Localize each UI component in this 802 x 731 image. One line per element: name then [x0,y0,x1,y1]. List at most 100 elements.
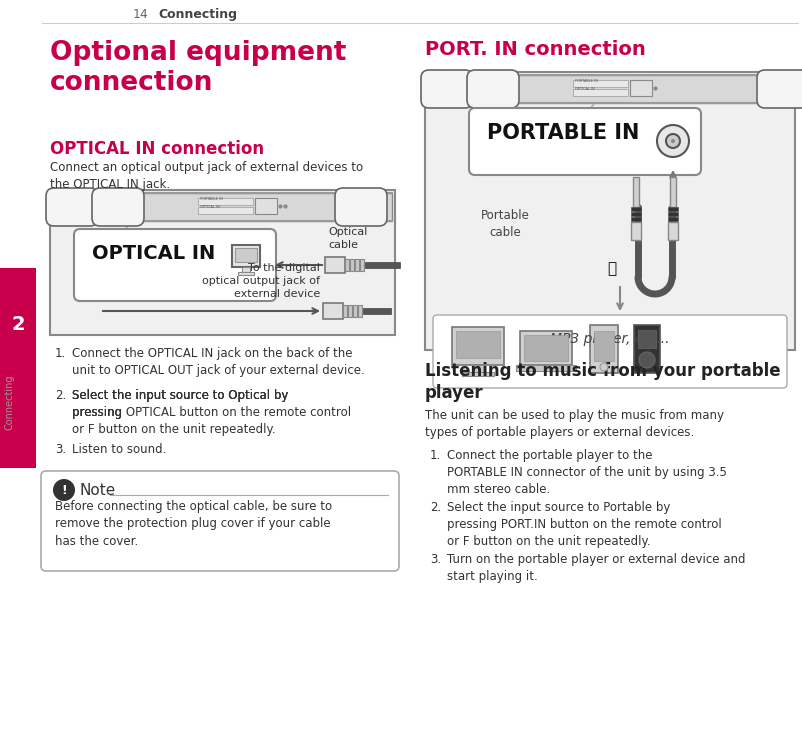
Text: Before connecting the optical cable, be sure to
remove the protection plug cover: Before connecting the optical cable, be … [55,500,332,548]
Text: 1.: 1. [55,347,67,360]
Text: OPTICAL IN: OPTICAL IN [92,244,215,263]
Text: Connecting: Connecting [158,8,237,21]
Bar [342,305,346,317]
Bar [53,193,391,221]
Bar [573,89,627,96]
Text: Connect an optical output jack of external devices to
the OPTICAL IN jack.: Connect an optical output jack of extern… [50,161,363,192]
Text: Turn on the portable player or external device and
start playing it.: Turn on the portable player or external … [447,553,744,583]
Text: OPTICAL IN connection: OPTICAL IN connection [50,140,264,158]
Text: 14: 14 [132,8,148,21]
Text: PORTABLE IN: PORTABLE IN [200,197,222,200]
Text: 2.: 2. [429,501,441,514]
Bar [634,325,659,373]
Text: PORTABLE IN: PORTABLE IN [486,123,638,143]
Bar [424,72,794,350]
Bar [358,305,362,317]
Bar [359,259,363,271]
Bar [322,303,342,319]
Text: Listening to music from your portable
player: Listening to music from your portable pl… [424,362,780,401]
Text: Portable
cable: Portable cable [480,209,529,239]
Text: Connect the portable player to the
PORTABLE IN connector of the unit by using 3.: Connect the portable player to the PORTA… [447,449,726,496]
Text: 2.: 2. [55,389,67,402]
FancyBboxPatch shape [41,471,399,571]
Text: 3.: 3. [55,443,66,456]
Text: PORTABLE IN: PORTABLE IN [574,78,597,83]
Bar [325,257,345,273]
Bar [354,259,358,271]
Text: OPTICAL IN: OPTICAL IN [574,88,594,91]
Bar [667,212,677,216]
FancyBboxPatch shape [46,188,98,226]
Circle shape [656,125,688,157]
Bar [345,259,349,271]
Bar [237,272,253,275]
FancyBboxPatch shape [92,188,144,226]
FancyBboxPatch shape [468,108,700,175]
Text: Listen to sound.: Listen to sound. [72,443,166,456]
Text: !: ! [61,483,67,496]
Bar [667,222,677,240]
FancyBboxPatch shape [420,70,472,108]
Bar [524,335,567,361]
Bar [630,212,640,216]
Bar [232,245,260,267]
Bar [456,331,500,358]
Text: 1.: 1. [429,449,441,462]
Bar [241,267,249,272]
Circle shape [665,134,679,148]
FancyBboxPatch shape [756,70,802,108]
Bar [365,262,399,268]
Bar [235,248,257,262]
Bar [347,305,351,317]
Text: Optional equipment
connection: Optional equipment connection [50,40,346,96]
Text: OPTICAL IN: OPTICAL IN [200,205,220,210]
Text: Select the input source to Portable by
pressing PORT.IN button on the remote con: Select the input source to Portable by p… [447,501,721,548]
Circle shape [599,363,607,371]
FancyBboxPatch shape [334,188,387,226]
FancyBboxPatch shape [74,229,276,301]
Text: 2: 2 [11,315,25,334]
Bar [452,327,504,365]
Text: To the digital
optical output jack of
external device: To the digital optical output jack of ex… [202,263,320,300]
Bar [593,331,614,361]
Circle shape [638,352,654,368]
Bar [363,308,391,314]
Text: The unit can be used to play the music from many
types of portable players or ex: The unit can be used to play the music f… [424,409,723,439]
Bar [573,80,627,87]
Bar [630,207,640,211]
Bar [350,259,354,271]
FancyBboxPatch shape [467,70,518,108]
Text: Note: Note [80,483,116,498]
Bar [50,190,395,335]
Bar [667,217,677,221]
Text: 3.: 3. [429,553,440,566]
Bar [255,198,277,214]
Text: Optical
cable: Optical cable [327,227,367,250]
Bar [198,207,253,214]
Bar [198,198,253,205]
Text: Select the input source to Optical by
pressing OPTICAL button on the remote cont: Select the input source to Optical by pr… [72,389,350,436]
Bar [427,75,791,103]
Bar [516,365,575,371]
Text: PORT. IN connection: PORT. IN connection [424,40,645,59]
Bar [0,268,36,468]
Bar [630,217,640,221]
Bar [638,330,655,348]
Bar [520,331,571,365]
Text: Select the input source to Optical by
pressing: Select the input source to Optical by pr… [72,389,288,419]
Bar [669,177,675,207]
Circle shape [670,139,674,143]
Bar [353,305,357,317]
Bar [630,80,651,96]
Bar [461,372,493,376]
Bar [589,325,618,373]
Bar [667,207,677,211]
Bar [472,365,484,372]
Text: Connect the OPTICAL IN jack on the back of the
unit to OPTICAL OUT jack of your : Connect the OPTICAL IN jack on the back … [72,347,364,377]
Text: 🎧: 🎧 [606,261,616,276]
Text: Connecting: Connecting [5,374,15,430]
Text: Select the input source to Optical by
pressing: Select the input source to Optical by pr… [72,389,288,419]
Bar [632,177,638,207]
Text: MP3 player, etc...: MP3 player, etc... [549,332,669,346]
Bar [630,222,640,240]
